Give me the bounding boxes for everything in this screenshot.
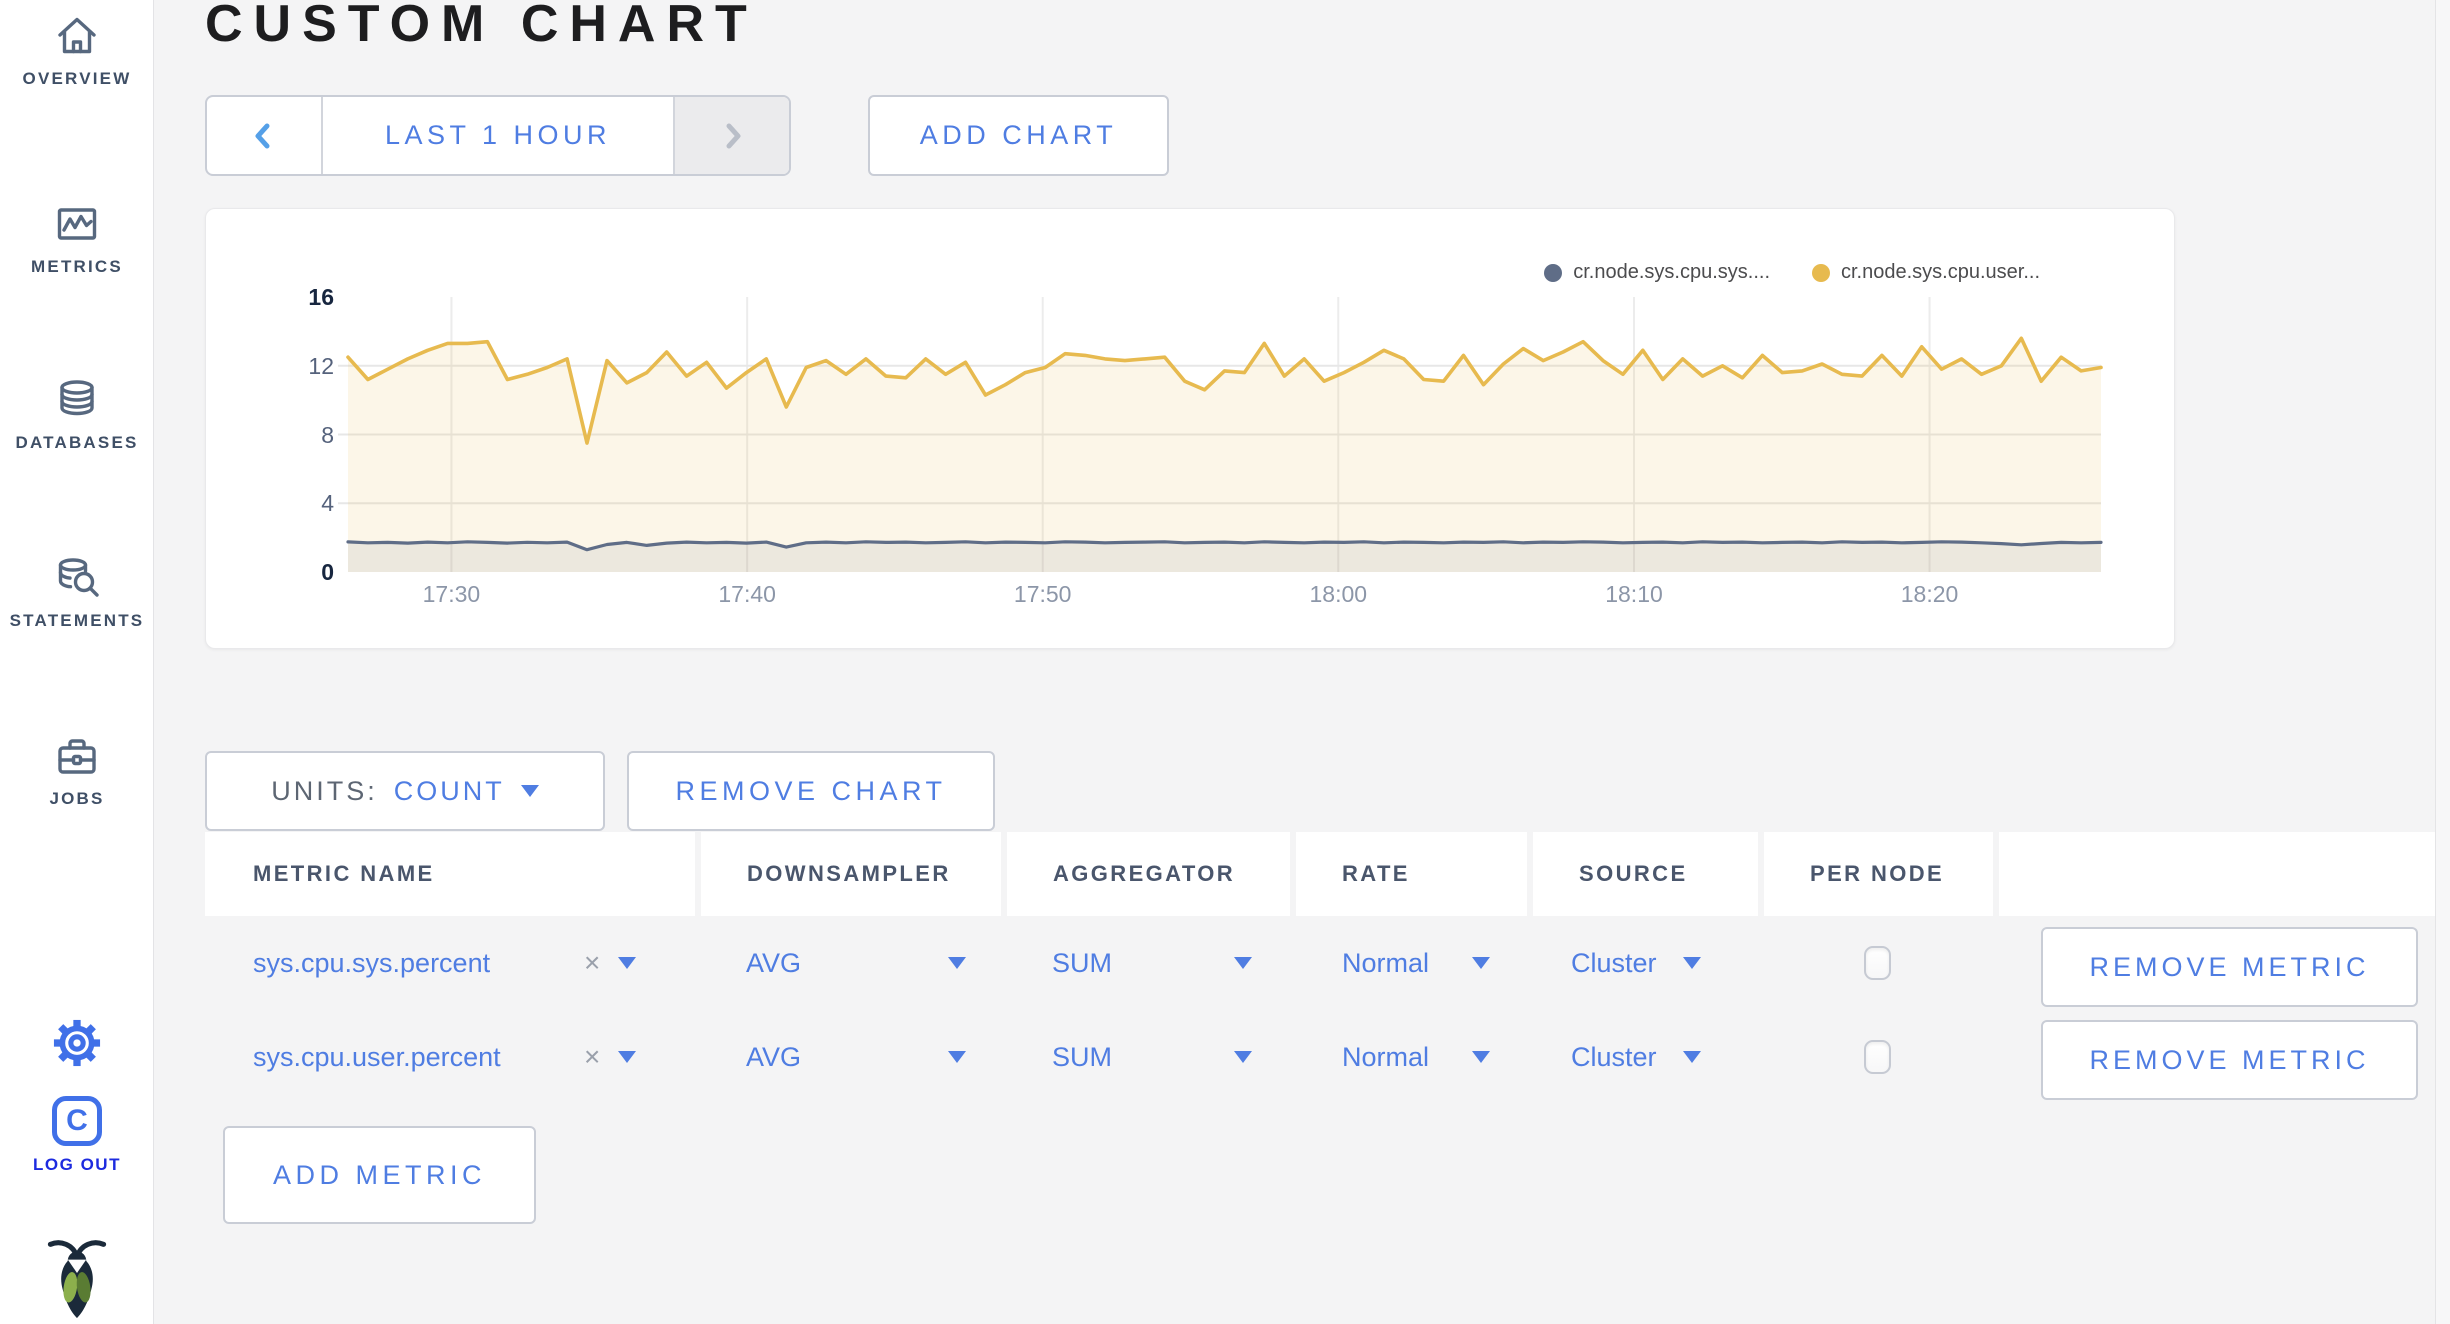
table-row-1-downsampler-select[interactable]: AVG (746, 916, 966, 1010)
y-axis-tick-label: 4 (321, 490, 334, 517)
table-row-1-metric-select[interactable]: × (584, 916, 637, 1010)
time-window-selector: LAST 1 HOUR (205, 95, 791, 176)
x-axis-tick-label: 17:50 (1013, 581, 1072, 607)
remove-chart-button[interactable]: REMOVE CHART (627, 751, 995, 831)
briefcase-icon (58, 739, 96, 774)
chevron-down-icon (520, 785, 539, 797)
units-dropdown[interactable]: UNITS: COUNT (205, 751, 605, 831)
table-row-2-source-select[interactable]: Cluster (1571, 1010, 1701, 1104)
per-node-checkbox[interactable] (1864, 946, 1891, 980)
x-axis-tick-label: 17:40 (718, 581, 776, 607)
x-axis-tick-label: 18:00 (1309, 581, 1368, 607)
legend-label-user: cr.node.sys.cpu.user... (1841, 261, 2040, 283)
column-header-per-node: PER NODE (1764, 832, 1993, 916)
legend-dot-user (1812, 263, 1830, 282)
statements-search-icon (58, 558, 99, 597)
table-row-1-aggregator-select[interactable]: SUM (1052, 916, 1252, 1010)
chevron-down-icon (1683, 1051, 1701, 1063)
chevron-down-icon (1234, 957, 1252, 969)
sidebar-item-jobs[interactable]: JOBS (0, 732, 154, 809)
legend-label-sys: cr.node.sys.cpu.sys.... (1573, 261, 1770, 283)
table-row-1-source-select[interactable]: Cluster (1571, 916, 1701, 1010)
add-metric-button[interactable]: ADD METRIC (223, 1126, 536, 1224)
chart-legend: cr.node.sys.cpu.sys.... cr.node.sys.cpu.… (1544, 261, 2040, 284)
remove-metric-button-1[interactable]: REMOVE METRIC (2041, 927, 2418, 1007)
legend-item-user: cr.node.sys.cpu.user... (1812, 261, 2040, 284)
chevron-down-icon (1234, 1051, 1252, 1063)
table-row-2-metric-name: sys.cpu.user.percent (253, 1041, 501, 1072)
table-row-2-per-node (1864, 1010, 1891, 1104)
logout-button[interactable]: C LOG OUT (0, 1096, 154, 1175)
chart-card: cr.node.sys.cpu.sys.... cr.node.sys.cpu.… (205, 208, 2175, 649)
remove-metric-button-2[interactable]: REMOVE METRIC (2041, 1020, 2418, 1100)
chevron-down-icon (948, 957, 966, 969)
column-header-source: SOURCE (1533, 832, 1758, 916)
y-axis-tick-label: 0 (321, 559, 334, 585)
sidebar-item-label: METRICS (31, 257, 123, 276)
settings-button[interactable] (0, 1016, 154, 1070)
x-axis-tick-label: 18:20 (1900, 581, 1959, 607)
metrics-chart-icon (57, 208, 97, 240)
time-window-next-button[interactable] (673, 97, 789, 174)
clear-metric-icon[interactable]: × (584, 1041, 601, 1072)
clear-metric-icon[interactable]: × (584, 947, 601, 978)
sidebar-item-label: OVERVIEW (22, 69, 132, 88)
per-node-checkbox[interactable] (1864, 1040, 1891, 1074)
table-row-2-downsampler-select[interactable]: AVG (746, 1010, 966, 1104)
table-row-2-rate-select[interactable]: Normal (1342, 1010, 1490, 1104)
sidebar-item-statements[interactable]: STATEMENTS (0, 554, 154, 631)
chevron-down-icon (618, 957, 637, 969)
sidebar-item-databases[interactable]: DATABASES (0, 376, 154, 453)
chevron-down-icon (1683, 957, 1701, 969)
table-row-1-rate-select[interactable]: Normal (1342, 916, 1490, 1010)
y-axis-tick-label: 16 (308, 284, 334, 310)
column-header-aggregator: AGGREGATOR (1007, 832, 1290, 916)
chevron-left-icon (255, 123, 270, 148)
sidebar-item-label: STATEMENTS (9, 611, 145, 630)
x-axis-tick-label: 18:10 (1605, 581, 1663, 607)
time-window-prev-button[interactable] (207, 97, 323, 174)
legend-item-sys: cr.node.sys.cpu.sys.... (1544, 261, 1770, 284)
scrollbar[interactable] (2435, 0, 2450, 1324)
page-title: CUSTOM CHART (205, 0, 758, 53)
table-row-2-metric-select[interactable]: × (584, 1010, 637, 1104)
column-header-downsampler: DOWNSAMPLER (701, 832, 1001, 916)
sidebar: OVERVIEW METRICS DATABASES (0, 0, 154, 1324)
add-chart-button[interactable]: ADD CHART (868, 95, 1169, 176)
gear-icon (53, 1019, 101, 1067)
table-row-1-per-node (1864, 916, 1891, 1010)
x-axis-tick-label: 17:30 (422, 581, 481, 607)
cockroach-bug-icon (47, 1240, 107, 1318)
y-axis-tick-label: 12 (308, 352, 334, 379)
column-header-rate: RATE (1296, 832, 1527, 916)
sidebar-item-label: JOBS (49, 789, 105, 808)
units-value: COUNT (393, 775, 505, 806)
table-row-1-metric-name: sys.cpu.sys.percent (253, 947, 491, 978)
sidebar-item-overview[interactable]: OVERVIEW (0, 12, 154, 89)
chevron-down-icon (618, 1051, 637, 1063)
sidebar-item-label: DATABASES (15, 433, 139, 452)
table-row-2-aggregator-select[interactable]: SUM (1052, 1010, 1252, 1104)
legend-dot-sys (1544, 263, 1563, 282)
chevron-down-icon (1472, 1051, 1490, 1063)
chevron-right-icon (726, 123, 741, 148)
column-header-actions (1999, 832, 2439, 916)
chevron-down-icon (948, 1051, 966, 1063)
column-header-metric-name: METRIC NAME (205, 832, 695, 916)
sidebar-item-metrics[interactable]: METRICS (0, 200, 154, 277)
chevron-down-icon (1472, 957, 1490, 969)
timeseries-chart[interactable] (206, 209, 2174, 648)
home-icon (58, 17, 96, 54)
time-window-label[interactable]: LAST 1 HOUR (384, 120, 612, 150)
database-icon (60, 380, 94, 416)
y-axis-tick-label: 8 (321, 421, 334, 448)
units-label: UNITS: (271, 775, 378, 806)
cockroach-logo (0, 1230, 154, 1320)
logout-label: LOG OUT (33, 1155, 121, 1174)
cockroach-c-icon: C (52, 1096, 102, 1146)
